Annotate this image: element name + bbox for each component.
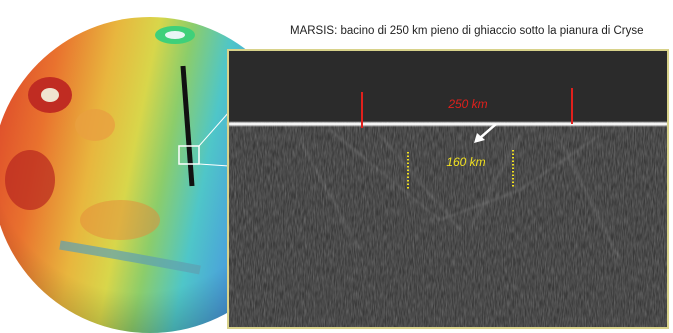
radargram — [228, 50, 668, 328]
figure: MARSIS: bacino di 250 km pieno di ghiacc… — [0, 0, 673, 333]
annotation: 250 km — [447, 97, 487, 111]
title: MARSIS: bacino di 250 km pieno di ghiacc… — [290, 25, 644, 37]
annotation: 160 km — [446, 155, 485, 169]
